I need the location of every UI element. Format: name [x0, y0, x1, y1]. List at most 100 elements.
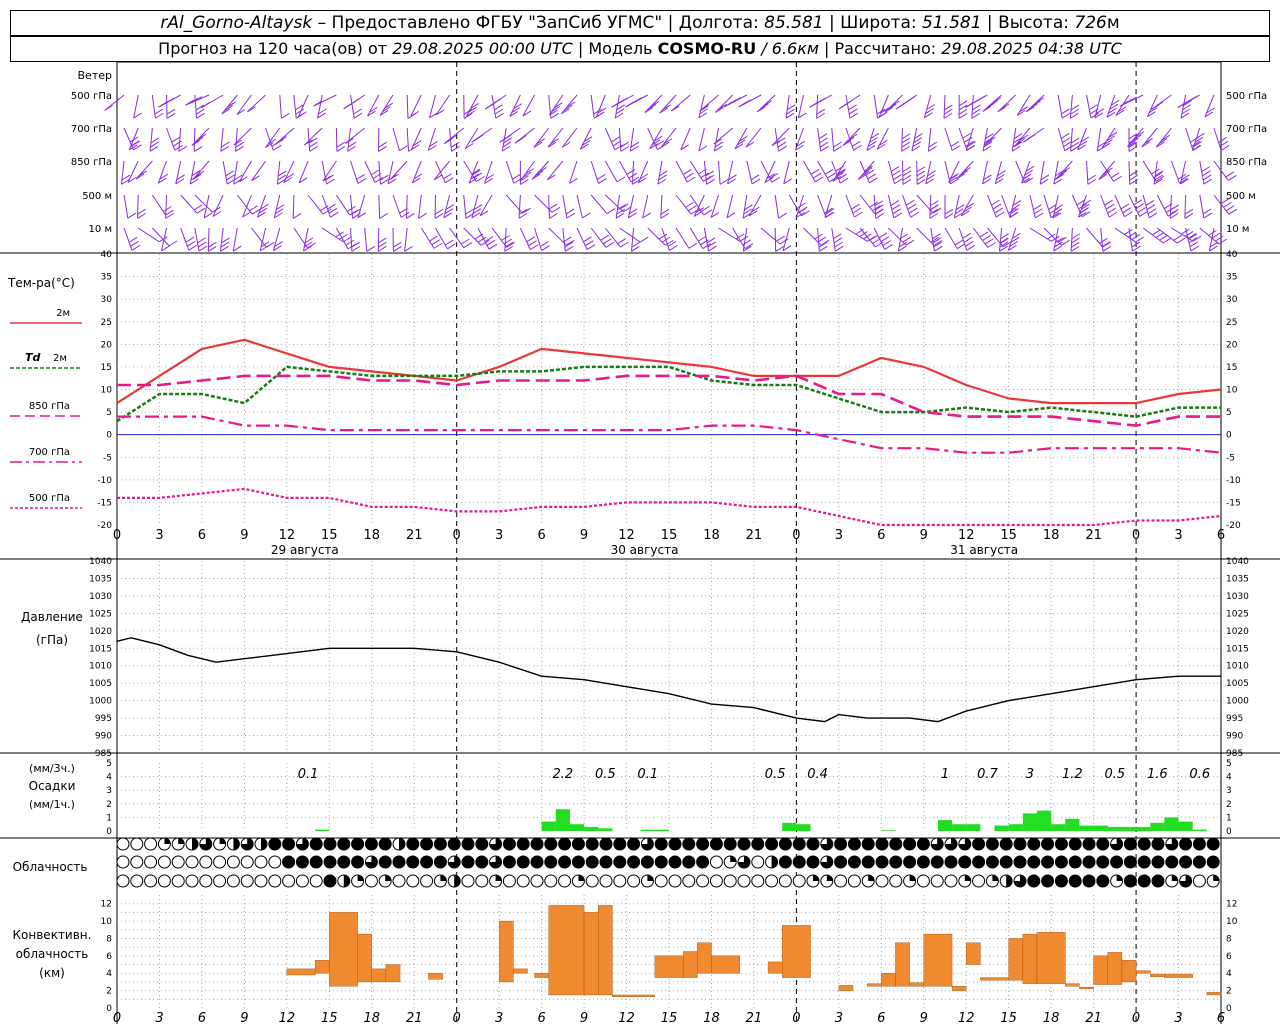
conv-ytick-right: 0 — [1226, 1004, 1232, 1014]
cloud-circle — [199, 874, 213, 888]
cloud-symbol — [751, 837, 765, 851]
cloud-symbol — [682, 855, 696, 869]
wind-barb-flag — [816, 108, 826, 115]
wind-barb-flag — [1131, 234, 1141, 240]
wind-barb-flag — [824, 207, 833, 214]
cloud-fill — [1152, 838, 1164, 850]
wind-barb-flag — [393, 241, 402, 248]
wind-barb-staff — [698, 94, 705, 118]
cloud-symbol — [544, 855, 558, 869]
cloud-symbol — [599, 837, 613, 851]
wind-level-right: 500 м — [1226, 191, 1256, 202]
press-ytick-right: 990 — [1226, 732, 1243, 742]
cloud-symbol — [834, 837, 848, 851]
wind-barb-flag — [644, 107, 654, 114]
cloud-circle — [406, 874, 420, 888]
temp-ytick-right: 35 — [1226, 273, 1237, 283]
wind-barb-flag — [547, 174, 556, 181]
wind-barb-staff — [675, 160, 688, 183]
wind-barb-flag — [536, 138, 545, 145]
wind-barb-flag — [1019, 134, 1029, 141]
cloud-symbol — [502, 874, 516, 888]
wind-barb-flag — [987, 242, 996, 248]
wind-barb-flag — [1034, 208, 1043, 215]
wind-barb-flag — [983, 174, 992, 181]
wind-barb-staff — [824, 194, 833, 218]
wind-barb-flag — [901, 137, 911, 144]
cloud-circle — [627, 874, 641, 888]
wind-barb-staff — [194, 94, 198, 119]
wind-barb-staff — [873, 194, 877, 219]
wind-barb-flag — [165, 209, 174, 216]
wind-barb-flag — [1070, 141, 1080, 148]
cloud-fill — [1014, 875, 1026, 887]
wind-barb-flag — [890, 200, 900, 206]
cloud-symbol — [682, 837, 696, 851]
wind-barb-flag — [566, 212, 576, 219]
wind-barb-flag — [783, 178, 792, 185]
wind-barb-staff — [699, 94, 719, 112]
cloud-circle — [502, 874, 516, 888]
cloud-fill — [406, 838, 419, 850]
cloud-circle — [116, 855, 130, 869]
wind-barb-staff — [956, 160, 974, 180]
cloud-symbol — [985, 837, 999, 851]
cloud-fill — [1014, 856, 1026, 868]
wind-barb-staff — [203, 194, 210, 219]
wind-barb-staff — [866, 127, 875, 151]
wind-barb-flag — [1053, 245, 1062, 252]
wind-barb-staff — [590, 94, 595, 119]
precip-bar — [654, 829, 669, 831]
wind-barb-flag — [197, 133, 207, 140]
cloud-symbol — [268, 837, 282, 851]
wind-barb-flag — [686, 176, 696, 183]
wind-barb-flag — [249, 205, 258, 212]
wind-barb-flag — [982, 145, 992, 152]
precip-3h-total: 1 — [941, 767, 949, 782]
wind-barb-flag — [1139, 210, 1148, 217]
cloud-fill — [503, 838, 516, 850]
wind-barb-flag — [168, 240, 178, 247]
cloud-symbol — [475, 855, 489, 869]
temp-hour-tick: 0 — [1132, 528, 1140, 543]
wind-barb-staff — [1021, 160, 1031, 184]
wind-barb-staff — [637, 160, 649, 183]
precip-bar — [1037, 810, 1052, 831]
cloud-fill — [495, 875, 502, 881]
wind-barb-flag — [133, 144, 142, 151]
wind-barb-flag — [1211, 232, 1221, 239]
wind-barb-flag — [869, 234, 879, 241]
conv-bar — [1036, 932, 1066, 984]
wind-barb-flag — [534, 170, 544, 177]
wind-barb-staff — [845, 227, 868, 242]
wind-barb-flag — [932, 237, 942, 244]
wind-barb-flag — [1146, 204, 1156, 210]
wind-barb-flag — [1130, 137, 1139, 144]
wind-barb-staff — [1128, 160, 1131, 185]
wind-barb-staff — [817, 194, 827, 218]
cloud-symbol — [765, 855, 779, 869]
wind-barb-flag — [855, 228, 865, 235]
cloud-symbol — [461, 874, 475, 888]
wind-barb-staff — [745, 127, 762, 148]
cloud-fill — [1055, 838, 1068, 850]
cloud-symbol — [1137, 837, 1151, 851]
cloud-symbol — [558, 874, 572, 888]
cloud-fill — [586, 856, 599, 868]
wind-barb-staff — [135, 160, 153, 180]
cloud-fill — [613, 838, 626, 850]
precip-bar — [1178, 821, 1193, 831]
wind-barb-flag — [463, 242, 472, 249]
wind-barb-flag — [693, 211, 703, 217]
wind-barb-staff — [1001, 194, 1011, 218]
wind-barb-flag — [563, 104, 573, 111]
cloud-circle — [116, 874, 130, 888]
cloud-symbol — [254, 855, 268, 869]
cloud-fill — [931, 856, 944, 868]
wind-barb-flag — [916, 166, 926, 173]
conv-unit: (км) — [39, 966, 65, 980]
wind-barb-flag — [412, 177, 421, 184]
wind-barb-flag — [1108, 107, 1117, 114]
cloud-symbol — [530, 855, 544, 869]
cloud-fill — [578, 875, 585, 881]
